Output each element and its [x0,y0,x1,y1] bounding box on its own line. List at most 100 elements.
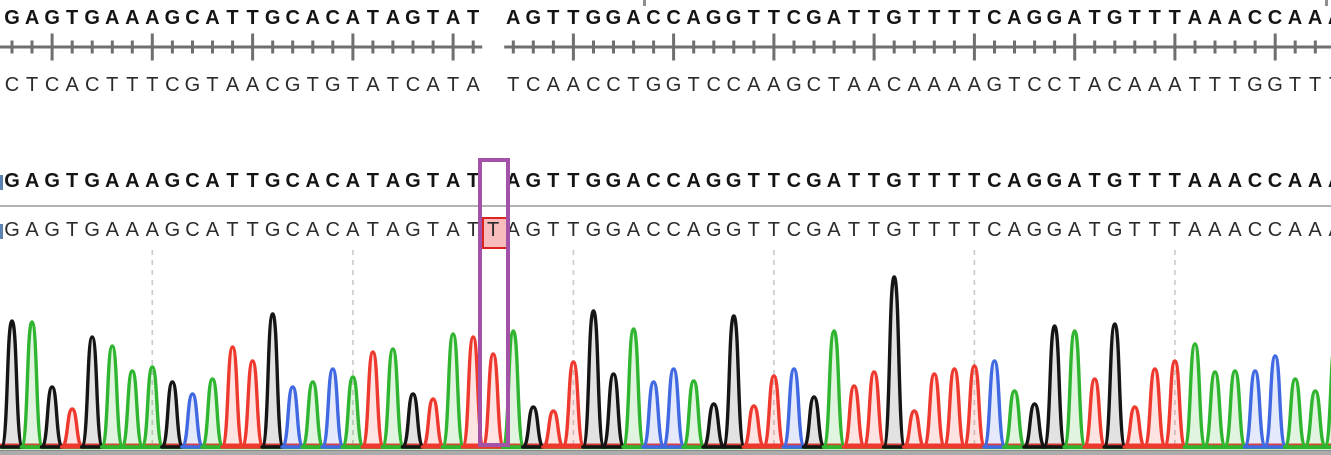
base-letter: T [426,170,440,192]
selection-box[interactable] [478,158,510,447]
base-letter: G [1106,219,1123,241]
base-letter: A [346,219,360,241]
base-letter: A [1208,219,1222,241]
base-letter: G [4,170,20,192]
base-letter: C [285,7,300,29]
base-letter: A [1188,219,1202,241]
base-letter: T [847,7,861,29]
base-letter: G [725,170,742,192]
base-letter: C [666,7,681,29]
base-letter: A [907,74,921,96]
base-letter: C [4,74,20,96]
base-letter: C [1267,219,1283,241]
base-letter: T [466,219,480,241]
base-letter: G [1106,170,1123,192]
base-letter: T [1148,7,1161,29]
base-letter: G [645,74,662,96]
position-ruler [0,33,1331,61]
base-letter: C [44,74,60,96]
base-letter: A [967,74,981,96]
base-letter: G [284,74,301,96]
base-letter: A [1287,7,1303,29]
base-letter: A [426,74,440,96]
base-letter: T [948,219,961,241]
base-letter: G [164,219,181,241]
base-letter: A [445,170,461,192]
base-letter: A [145,219,160,241]
separator-line [0,205,1331,207]
trace-peak-G [79,335,105,449]
base-letter: A [1228,219,1242,241]
base-letter: A [385,170,401,192]
base-letter: A [947,74,961,96]
base-letter: T [366,170,379,192]
base-letter: A [626,219,641,241]
base-letter: A [626,170,641,192]
base-letter: A [826,170,842,192]
base-letter: G [1026,219,1043,241]
base-letter: G [84,219,100,241]
base-letter: G [725,219,742,241]
base-letter: A [626,7,641,29]
base-letter: C [666,219,681,241]
base-letter: A [65,74,79,96]
ruler-label-clipped-mark [1325,0,1328,6]
base-letter: A [505,7,521,29]
base-letter: T [767,170,780,192]
base-letter: A [686,7,701,29]
base-letter: C [185,170,200,192]
base-letter: T [1325,72,1331,98]
base-letter: T [1308,74,1322,96]
base-letter: T [366,7,379,29]
base-letter [483,5,503,31]
base-letter: A [1308,219,1322,241]
trace-peak-T [420,397,446,449]
base-letter: A [1007,7,1022,29]
base-letter: G [585,7,602,29]
base-letter: T [1008,74,1021,96]
trace-peak-G [521,405,546,449]
base-letter: T [126,74,139,96]
trace-peak-C [320,367,346,449]
base-letter: C [265,74,280,96]
trace-peak-T [561,360,586,449]
base-letter: A [1067,219,1082,241]
base-letter: G [1026,7,1043,29]
base-letter: G [405,170,421,192]
trace-peak-A [1062,329,1087,449]
trace-peak-G [801,395,827,449]
trace-peak-T [360,350,386,449]
base-letter: A [1007,170,1022,192]
base-letter: T [1208,74,1221,96]
base-letter: G [184,74,201,96]
base-letter: C [405,74,421,96]
base-letter: A [1187,170,1203,192]
base-letter: T [908,7,921,29]
base-letter: A [125,170,140,192]
base-letter: A [1207,7,1223,29]
base-letter: A [24,7,40,29]
trace-peak-A [140,365,165,449]
base-letter: G [665,74,682,96]
trace-peak-T [922,372,947,449]
base-letter: C [1247,170,1263,192]
trace-peak-T [761,374,787,449]
base-letter: G [264,7,281,29]
base-letter: G [405,219,421,241]
horizontal-scrollbar[interactable] [0,450,1331,455]
base-letter: T [1228,74,1241,96]
base-letter: A [25,219,39,241]
base-letter: G [705,7,722,29]
clipped-base-letter [0,224,3,239]
trace-peak-T [962,364,987,449]
base-letter: A [385,7,401,29]
base-letter: T [426,7,440,29]
base-letter: T [66,7,79,29]
base-letter: C [1107,74,1122,96]
base-letter: T [1128,219,1141,241]
base-letter [483,72,503,98]
